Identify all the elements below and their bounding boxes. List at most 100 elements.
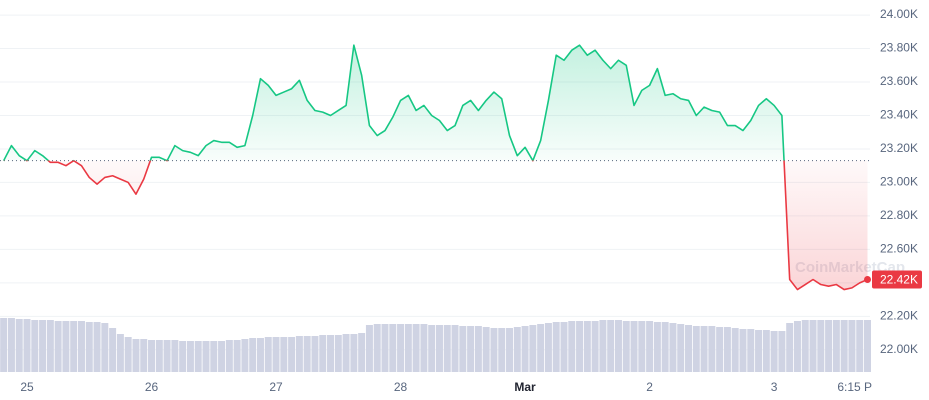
volume-bar bbox=[327, 335, 335, 372]
volume-bar bbox=[342, 334, 350, 372]
x-tick-label: 28 bbox=[394, 380, 408, 394]
volume-bar bbox=[140, 339, 148, 372]
volume-bar bbox=[397, 324, 405, 372]
x-tick-label: 27 bbox=[269, 380, 283, 394]
volume-bar bbox=[435, 325, 443, 372]
y-tick-label: 23.00K bbox=[880, 175, 918, 189]
volume-bar bbox=[148, 340, 156, 372]
volume-bar bbox=[381, 324, 389, 372]
y-tick-label: 23.20K bbox=[880, 141, 918, 155]
volume-bar bbox=[319, 335, 327, 372]
volume-bar bbox=[77, 321, 85, 372]
volume-bar bbox=[638, 321, 646, 372]
volume-bar bbox=[560, 322, 568, 372]
volume-bar bbox=[521, 326, 529, 372]
x-tick-label: 6:15 PM bbox=[837, 380, 882, 394]
volume-bars bbox=[0, 318, 871, 372]
volume-bar bbox=[770, 331, 778, 372]
volume-bar bbox=[537, 324, 545, 372]
price-line bbox=[2, 44, 868, 291]
volume-bar bbox=[607, 320, 615, 372]
volume-bar bbox=[864, 320, 871, 372]
volume-bar bbox=[723, 327, 731, 372]
x-tick-label: Mar bbox=[514, 380, 536, 394]
volume-bar bbox=[101, 323, 109, 372]
volume-bar bbox=[708, 326, 716, 372]
volume-bar bbox=[93, 322, 101, 372]
current-value-badge bbox=[872, 270, 922, 289]
volume-bar bbox=[583, 321, 591, 372]
volume-bar bbox=[490, 328, 498, 372]
volume-bar bbox=[622, 321, 630, 372]
volume-bar bbox=[848, 320, 856, 372]
volume-bar bbox=[272, 337, 280, 372]
volume-bar bbox=[39, 320, 47, 372]
volume-bar bbox=[716, 327, 724, 372]
y-tick-label: 23.40K bbox=[880, 108, 918, 122]
volume-bar bbox=[70, 321, 78, 372]
volume-bar bbox=[544, 323, 552, 372]
volume-bar bbox=[85, 322, 93, 372]
volume-bar bbox=[186, 341, 194, 372]
volume-bar bbox=[474, 326, 482, 372]
volume-bar bbox=[256, 338, 264, 372]
volume-bar bbox=[630, 321, 638, 372]
y-tick-label: 22.20K bbox=[880, 309, 918, 323]
volume-bar bbox=[218, 341, 226, 372]
volume-bar bbox=[280, 337, 288, 372]
volume-bar bbox=[46, 320, 54, 372]
volume-bar bbox=[467, 326, 475, 372]
price-line bbox=[0, 44, 871, 291]
volume-bar bbox=[109, 328, 117, 372]
volume-bar bbox=[778, 331, 786, 372]
volume-bar bbox=[840, 320, 848, 372]
volume-bar bbox=[288, 337, 296, 372]
volume-bar bbox=[311, 336, 319, 372]
volume-bar bbox=[568, 321, 576, 372]
volume-bar bbox=[264, 337, 272, 372]
volume-bar bbox=[614, 320, 622, 372]
volume-bar bbox=[358, 333, 366, 372]
volume-bar bbox=[801, 320, 809, 372]
volume-bar bbox=[755, 330, 763, 372]
volume-bar bbox=[786, 323, 794, 372]
volume-bar bbox=[825, 320, 833, 372]
volume-bar bbox=[124, 337, 132, 372]
y-tick-label: 23.60K bbox=[880, 74, 918, 88]
volume-bar bbox=[194, 341, 202, 372]
volume-bar bbox=[747, 329, 755, 372]
volume-bar bbox=[459, 326, 467, 372]
volume-bar bbox=[0, 318, 8, 372]
x-tick-label: 26 bbox=[145, 380, 159, 394]
volume-bar bbox=[661, 322, 669, 372]
volume-bar bbox=[412, 324, 420, 372]
volume-bar bbox=[249, 338, 257, 372]
volume-bar bbox=[428, 325, 436, 372]
volume-bar bbox=[591, 321, 599, 372]
y-tick-label: 22.60K bbox=[880, 242, 918, 256]
volume-bar bbox=[832, 320, 840, 372]
volume-bar bbox=[373, 324, 381, 372]
y-tick-label: 23.80K bbox=[880, 41, 918, 55]
volume-bar bbox=[116, 334, 124, 372]
volume-bar bbox=[809, 320, 817, 372]
volume-bar bbox=[7, 318, 15, 372]
y-tick-label: 22.00K bbox=[880, 342, 918, 356]
volume-bar bbox=[856, 320, 864, 372]
volume-bar bbox=[389, 324, 397, 372]
volume-bar bbox=[225, 340, 233, 372]
grid bbox=[0, 14, 870, 351]
volume-bar bbox=[762, 330, 770, 372]
volume-bar bbox=[498, 328, 506, 372]
volume-bar bbox=[817, 320, 825, 372]
volume-bar bbox=[163, 340, 171, 372]
price-area bbox=[3, 45, 868, 290]
y-tick-label: 22.80K bbox=[880, 208, 918, 222]
volume-bar bbox=[731, 328, 739, 372]
volume-bar bbox=[506, 328, 514, 372]
volume-bar bbox=[210, 341, 218, 372]
volume-bar bbox=[739, 329, 747, 372]
volume-bar bbox=[295, 336, 303, 372]
